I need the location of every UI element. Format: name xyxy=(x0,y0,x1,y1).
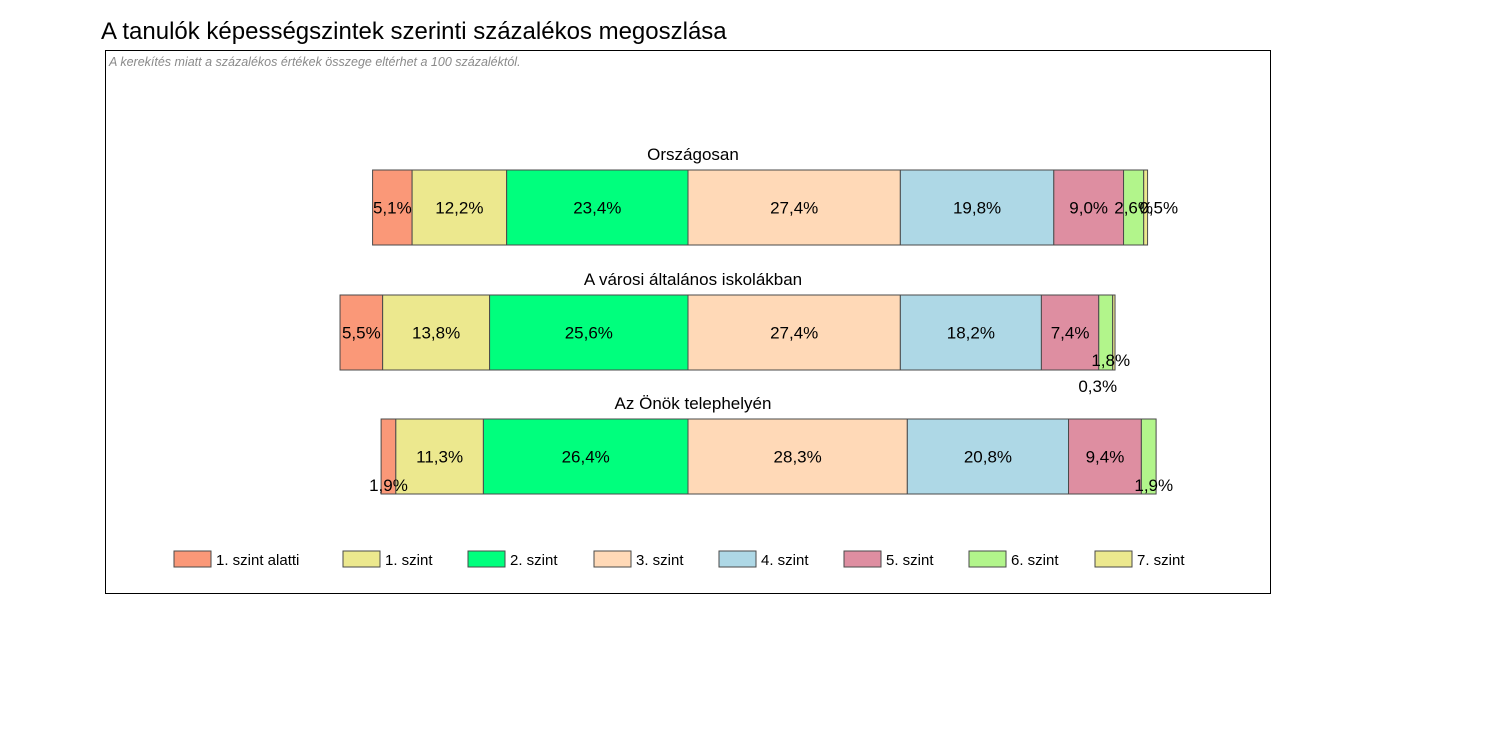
legend-label: 5. szint xyxy=(886,552,934,569)
data-label: 28,3% xyxy=(774,448,822,467)
data-label: 27,4% xyxy=(770,199,818,218)
data-label: 2,6% xyxy=(1114,199,1153,218)
data-label: 5,5% xyxy=(342,324,381,343)
legend-swatch xyxy=(173,550,212,568)
bar-segment-level-5 xyxy=(1068,418,1142,495)
data-label: 7,4% xyxy=(1051,324,1090,343)
bar-segment-level-5 xyxy=(1053,169,1125,246)
legend-label: 3. szint xyxy=(636,552,684,569)
data-label: 26,4% xyxy=(562,448,610,467)
legend-swatch xyxy=(718,550,757,568)
legend-swatch xyxy=(593,550,632,568)
data-label: 12,2% xyxy=(435,199,483,218)
legend-label: 4. szint xyxy=(761,552,809,569)
data-label: 1,9% xyxy=(369,476,408,495)
legend-label: 7. szint xyxy=(1137,552,1185,569)
data-label: 9,4% xyxy=(1086,448,1125,467)
bar-segment-level-2 xyxy=(489,294,689,371)
data-label: 25,6% xyxy=(565,324,613,343)
bar-segment-level-2 xyxy=(482,418,689,495)
legend-swatch xyxy=(1094,550,1133,568)
data-label: 11,3% xyxy=(416,448,463,467)
stacked-bar-chart: Országosan 5,1% 12,2% 23,4% 27,4% 19,8% 9,0% 2,… xyxy=(173,145,1185,569)
bar-segment-level-4 xyxy=(906,418,1070,495)
data-label: 0,3% xyxy=(1078,377,1117,396)
bar-segment-level-1 xyxy=(411,169,508,246)
rounding-note: A kerekítés miatt a százalékos értékek ö… xyxy=(109,55,521,69)
group-title: Országosan xyxy=(647,145,739,164)
legend-swatch xyxy=(843,550,882,568)
data-label: 1,9% xyxy=(1134,476,1173,495)
bar-segment-below-1 xyxy=(339,294,384,371)
bar-segment-level-7 xyxy=(1112,294,1116,371)
bar-segment-level-1 xyxy=(395,418,484,495)
legend-label: 2. szint xyxy=(510,552,558,569)
page-title: A tanulók képességszintek szerinti száza… xyxy=(101,18,727,45)
data-label: 19,8% xyxy=(953,199,1001,218)
group-title: Az Önök telephelyén xyxy=(615,394,772,413)
bar-segment-level-3 xyxy=(687,169,901,246)
data-label: 13,8% xyxy=(412,324,460,343)
bar-segment-level-4 xyxy=(899,294,1042,371)
group-title: A városi általános iskolákban xyxy=(584,270,802,289)
legend-swatch xyxy=(968,550,1007,568)
chart-frame: A kerekítés miatt a százalékos értékek ö… xyxy=(105,50,1271,594)
data-label: 9,0% xyxy=(1069,199,1108,218)
data-label: 23,4% xyxy=(573,199,621,218)
data-label: 0,5% xyxy=(1139,199,1178,218)
bar-segment-level-4 xyxy=(899,169,1055,246)
bar-segment-level-6 xyxy=(1140,418,1157,495)
legend-swatch xyxy=(467,550,506,568)
data-label: 5,1% xyxy=(373,199,412,218)
bar-segment-level-1 xyxy=(382,294,491,371)
bar-segment-level-5 xyxy=(1040,294,1100,371)
legend-label: 1. szint xyxy=(385,552,433,569)
legend-label: 1. szint alatti xyxy=(216,552,299,569)
legend-swatch xyxy=(342,550,381,568)
data-label: 18,2% xyxy=(947,324,995,343)
data-label: 1,8% xyxy=(1091,351,1130,370)
data-label: 27,4% xyxy=(770,324,818,343)
legend-label: 6. szint xyxy=(1011,552,1059,569)
bar-segment-level-7 xyxy=(1143,169,1149,246)
bar-segment-level-3 xyxy=(687,418,908,495)
data-label: 20,8% xyxy=(964,448,1012,467)
